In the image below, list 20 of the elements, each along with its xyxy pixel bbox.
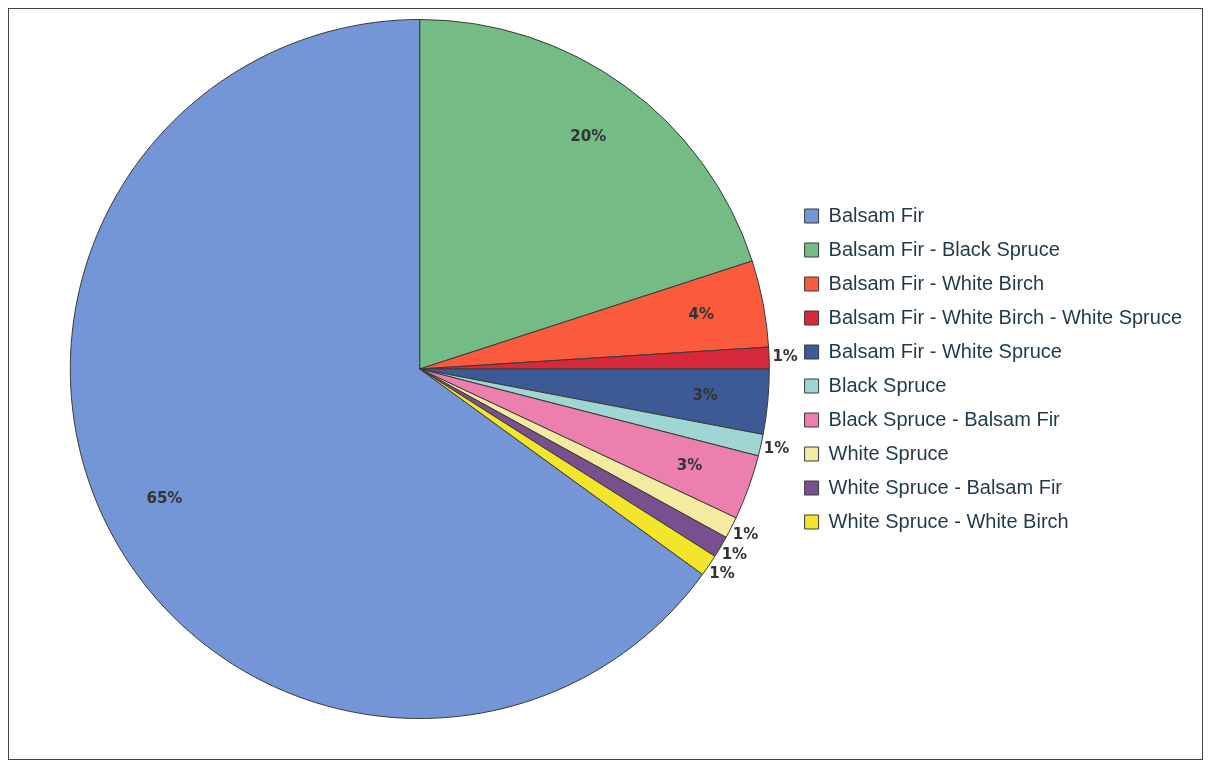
legend-label: Balsam Fir - Black Spruce	[828, 237, 1060, 260]
legend-label: Balsam Fir - White Spruce	[828, 339, 1062, 362]
legend-label: Balsam Fir	[828, 203, 925, 226]
legend-label: White Spruce - Balsam Fir	[828, 475, 1063, 498]
legend-label: White Spruce - White Birch	[828, 509, 1069, 532]
data-label: 3%	[692, 385, 718, 404]
data-label: 3%	[676, 455, 703, 474]
legend-label: Balsam Fir - White Birch	[828, 271, 1045, 294]
data-label: 65%	[146, 489, 183, 507]
legend-label: Black Spruce - Balsam Fir	[828, 407, 1061, 430]
data-label: 20%	[570, 127, 607, 146]
data-label: 4%	[688, 305, 715, 324]
data-label: 1%	[772, 347, 798, 366]
data-label: 1%	[709, 564, 735, 583]
data-label: 1%	[732, 524, 759, 543]
legend-label: Balsam Fir - White Birch - White Spruce	[828, 305, 1183, 328]
data-label: 1%	[721, 544, 748, 563]
data-label: 1%	[763, 438, 790, 457]
legend-label: Black Spruce	[828, 373, 947, 396]
legend-label: White Spruce	[828, 441, 949, 464]
